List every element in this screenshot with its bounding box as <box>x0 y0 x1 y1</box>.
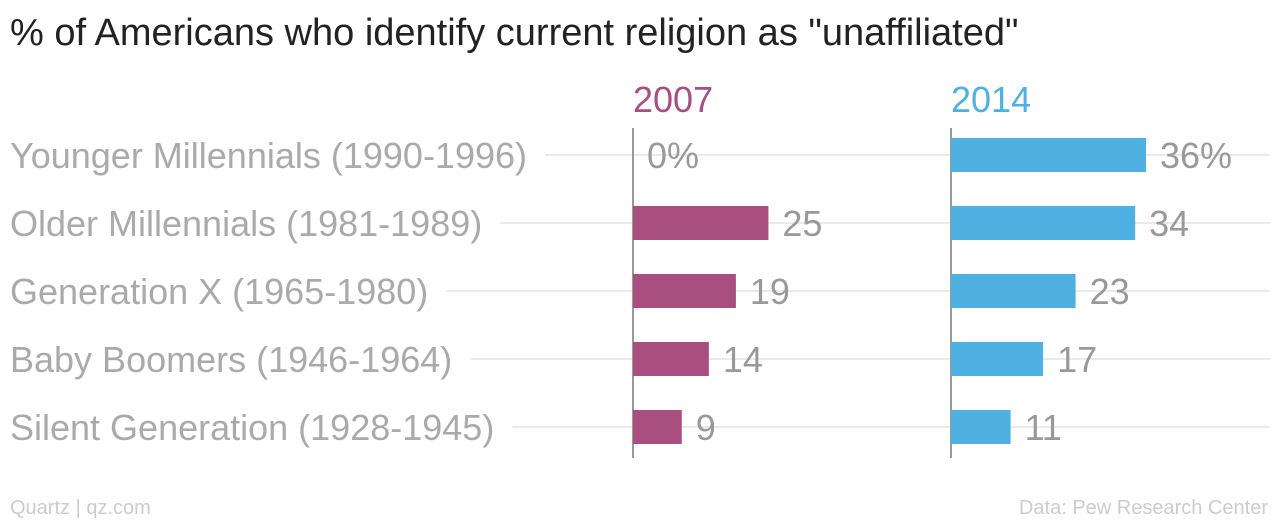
bar <box>633 274 736 308</box>
bar <box>951 274 1076 308</box>
bar <box>951 410 1011 444</box>
data-label: 23 <box>1090 271 1130 312</box>
data-label: 0% <box>647 135 699 176</box>
category-label: Silent Generation (1928-1945) <box>10 407 494 448</box>
category-label: Baby Boomers (1946-1964) <box>10 339 452 380</box>
category-label: Generation X (1965-1980) <box>10 271 428 312</box>
data-label: 19 <box>750 271 790 312</box>
data-label: 36% <box>1160 135 1232 176</box>
data-label: 17 <box>1057 339 1097 380</box>
bar <box>633 342 709 376</box>
bar <box>951 138 1146 172</box>
series-header: 2014 <box>951 79 1031 120</box>
category-label: Older Millennials (1981-1989) <box>10 203 482 244</box>
data-label: 11 <box>1025 407 1062 448</box>
data-label: 9 <box>696 407 716 448</box>
series-header: 2007 <box>633 79 713 120</box>
data-label: 14 <box>723 339 763 380</box>
data-label: 25 <box>782 203 822 244</box>
category-label: Younger Millennials (1990-1996) <box>10 135 527 176</box>
footer-source-left: Quartz | qz.com <box>10 497 151 519</box>
bar <box>951 206 1136 240</box>
bar <box>633 206 769 240</box>
bar <box>951 342 1044 376</box>
bar <box>633 410 682 444</box>
data-label: 34 <box>1149 203 1189 244</box>
chart-title: % of Americans who identify current reli… <box>10 12 1019 54</box>
footer-source-right: Data: Pew Research Center <box>1018 497 1268 519</box>
